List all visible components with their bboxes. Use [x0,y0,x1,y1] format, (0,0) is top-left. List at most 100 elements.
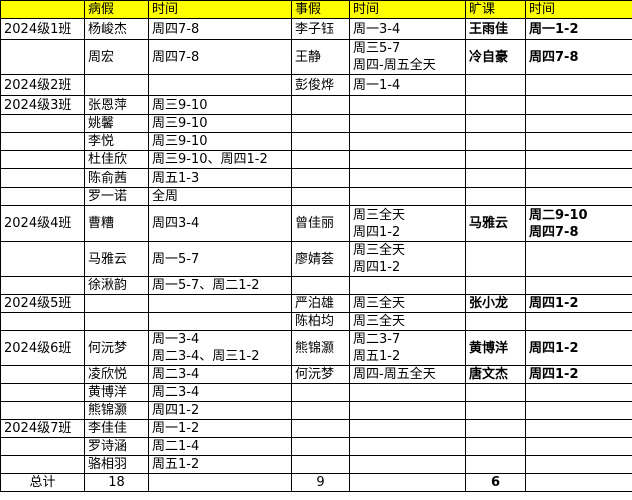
cell-personal-leave-name: 9 [291,473,350,492]
cell-personal-leave-name [291,95,350,115]
cell-sick-leave-name: 徐湫韵 [84,276,149,295]
cell-personal-leave-time: 周三全天 周四1-2 [349,205,466,242]
cell-personal-leave-time [349,187,466,206]
cell-personal-leave-name [291,187,350,206]
cell-absence-name [465,455,526,474]
cell-personal-leave-time: 周三全天 周四1-2 [349,241,466,277]
cell-personal-leave-time [349,276,466,295]
cell-sick-leave-name: 曹糟 [84,205,149,242]
cell-absence-name [465,187,526,206]
table-row: 周宏 周四7-8 王静 周三5-7 周四-周五全天 冷自豪 周四7-8 [0,39,632,75]
cell-class: 2024级3班 [0,95,85,115]
cell-personal-leave-name: 廖婧荟 [291,241,350,277]
table-row: 陈俞茜 周五1-3 [0,168,632,188]
cell-absence-time: 周四1-2 [525,365,632,384]
cell-class [0,455,85,474]
cell-personal-leave-time [349,132,466,151]
table-row: 熊锦灏 周四1-2 [0,401,632,420]
cell-sick-leave-time: 周五1-2 [148,455,292,474]
cell-sick-leave-name: 黄博洋 [84,383,149,402]
cell-absence-time [525,401,632,420]
cell-sick-leave-time: 周四7-8 [148,39,292,75]
cell-sick-leave-time: 周二1-4 [148,437,292,456]
table-row: 马雅云 周一5-7 廖婧荟 周三全天 周四1-2 [0,241,632,277]
cell-personal-leave-name: 严泊雄 [291,294,350,313]
cell-sick-leave-time [148,294,292,313]
cell-personal-leave-time [349,437,466,456]
cell-personal-leave-name [291,419,350,438]
cell-class [0,437,85,456]
cell-personal-leave-time: 周三全天 [349,312,466,331]
cell-absence-name: 冷自豪 [465,39,526,75]
header-sick-leave-name: 病假 [84,0,149,19]
cell-sick-leave-name: 张恩萍 [84,95,149,115]
table-row: 姚馨 周三9-10 [0,114,632,133]
cell-class [0,39,85,75]
cell-absence-name [465,419,526,438]
cell-sick-leave-time: 周四7-8 [148,18,292,40]
cell-personal-leave-name: 彭俊烨 [291,74,350,96]
cell-absence-time [525,473,632,492]
cell-sick-leave-name: 李悦 [84,132,149,151]
cell-personal-leave-name [291,437,350,456]
cell-sick-leave-time: 周二3-4 [148,383,292,402]
cell-personal-leave-name: 曾佳丽 [291,205,350,242]
cell-absence-name [465,241,526,277]
cell-absence-time: 周四7-8 [525,39,632,75]
cell-class: 2024级5班 [0,294,85,313]
table-row: 2024级3班 张恩萍 周三9-10 [0,95,632,115]
cell-class: 2024级1班 [0,18,85,40]
table-row: 2024级5班 严泊雄 周三全天 张小龙 周四1-2 [0,294,632,313]
cell-class [0,168,85,188]
table-row: 2024级2班 彭俊烨 周一1-4 [0,74,632,96]
cell-class [0,132,85,151]
cell-absence-time [525,74,632,96]
table-row: 凌欣悦 周二3-4 何沅梦 周四-周五全天 唐文杰 周四1-2 [0,365,632,384]
table-row: 2024级6班 何沅梦 周一3-4 周二3-4、周三1-2 熊锦灏 周二3-7 周五1-… [0,330,632,366]
cell-sick-leave-name [84,294,149,313]
cell-sick-leave-name: 杜佳欣 [84,150,149,169]
cell-personal-leave-name: 李子钰 [291,18,350,40]
cell-absence-name [465,437,526,456]
cell-personal-leave-name [291,276,350,295]
cell-class [0,383,85,402]
cell-absence-time: 周四1-2 [525,330,632,366]
cell-sick-leave-name: 陈俞茜 [84,168,149,188]
cell-personal-leave-time [349,419,466,438]
cell-absence-time [525,437,632,456]
cell-absence-name [465,95,526,115]
cell-personal-leave-time: 周三5-7 周四-周五全天 [349,39,466,75]
cell-sick-leave-time: 周四3-4 [148,205,292,242]
cell-sick-leave-time: 周三9-10 [148,132,292,151]
cell-sick-leave-name: 罗诗涵 [84,437,149,456]
cell-absence-time [525,187,632,206]
table-row: 罗一诺 全周 [0,187,632,206]
cell-class: 2024级7班 [0,419,85,438]
cell-personal-leave-time: 周一3-4 [349,18,466,40]
cell-class [0,187,85,206]
cell-personal-leave-time [349,473,466,492]
cell-sick-leave-name: 18 [84,473,149,492]
cell-personal-leave-time [349,168,466,188]
cell-class [0,312,85,331]
cell-absence-name: 马雅云 [465,205,526,242]
header-class [0,0,85,19]
cell-absence-name: 6 [465,473,526,492]
cell-personal-leave-time [349,383,466,402]
cell-personal-leave-time [349,114,466,133]
cell-absence-name [465,168,526,188]
table-row: 黄博洋 周二3-4 [0,383,632,402]
cell-sick-leave-time: 周一5-7 [148,241,292,277]
cell-personal-leave-time: 周四-周五全天 [349,365,466,384]
cell-sick-leave-name: 姚馨 [84,114,149,133]
cell-personal-leave-name: 陈柏均 [291,312,350,331]
cell-class [0,114,85,133]
totals-row: 总计 18 9 6 [0,473,632,492]
cell-sick-leave-time: 周三9-10 [148,95,292,115]
cell-personal-leave-time: 周一1-4 [349,74,466,96]
cell-class [0,276,85,295]
header-personal-leave-time: 时间 [349,0,466,19]
cell-absence-name [465,401,526,420]
cell-sick-leave-name: 何沅梦 [84,330,149,366]
header-sick-leave-time: 时间 [148,0,292,19]
